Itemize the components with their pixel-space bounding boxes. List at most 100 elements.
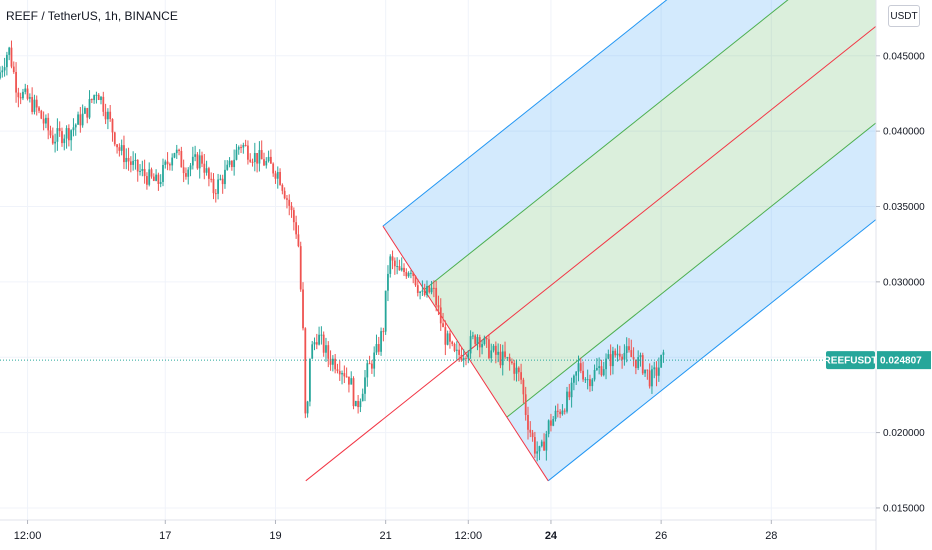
candle-body	[504, 351, 506, 358]
candle-body	[38, 107, 40, 111]
candle-body	[219, 178, 222, 180]
candle-body	[251, 161, 254, 163]
time-axis[interactable]: 12:00 17 19 21 12:00 24 26 28	[0, 519, 876, 542]
candle-body	[637, 357, 640, 369]
candle-body	[584, 379, 587, 381]
candle-body	[540, 441, 543, 447]
candle-body	[579, 363, 582, 371]
candle-body	[469, 336, 472, 354]
candle-body	[600, 366, 603, 376]
candle-body	[33, 99, 36, 112]
candle-body	[322, 334, 325, 353]
candle-body	[545, 433, 548, 451]
candle-body	[492, 345, 495, 351]
candle-body	[141, 168, 144, 171]
candle-body	[453, 343, 456, 351]
candle-body	[393, 260, 396, 267]
candle-body	[233, 159, 236, 168]
candle-body	[235, 149, 238, 160]
candle-body	[63, 138, 66, 144]
candle-body	[58, 128, 61, 132]
candle-body	[97, 94, 100, 101]
candle-body	[61, 131, 63, 144]
candle-body	[446, 333, 449, 345]
candle-body	[162, 164, 164, 182]
candle-body	[299, 246, 302, 290]
candle-body	[648, 370, 651, 387]
candle-body	[331, 358, 334, 365]
candle-body	[93, 95, 96, 101]
candle-body	[474, 335, 477, 344]
candle-body	[329, 358, 332, 365]
pitchfork-zone-outer-upper	[382, 0, 788, 290]
pitchfork-zone-outer-lower	[506, 122, 876, 481]
candle-body	[292, 210, 295, 223]
candle-body	[517, 367, 520, 373]
candle-body	[501, 351, 504, 366]
candle-body	[313, 342, 316, 345]
candle-body	[575, 371, 578, 376]
candle-body	[139, 170, 141, 172]
candle-body	[102, 96, 105, 112]
symbol-tag-bg	[826, 351, 875, 370]
candle-body	[536, 451, 539, 454]
candle-body	[478, 337, 481, 348]
candle-body	[345, 376, 348, 378]
candle-body	[455, 349, 458, 351]
candle-body	[621, 356, 624, 360]
price-axis[interactable]: 0.0450000.0400000.0350000.0300000.025000…	[875, 0, 925, 550]
candle-body	[591, 379, 594, 387]
candle-body	[90, 99, 93, 101]
candle-body	[276, 171, 279, 179]
candle-body	[602, 369, 605, 376]
candle-body	[462, 357, 465, 361]
candle-body	[180, 150, 183, 168]
candle-body	[432, 287, 435, 289]
candle-body	[79, 114, 82, 126]
candle-body	[136, 159, 139, 172]
candle-body	[1, 70, 4, 73]
candle-body	[194, 154, 197, 157]
candle-body	[554, 410, 557, 419]
price-tick-label: 0.035000	[883, 202, 925, 213]
candle-body	[513, 362, 516, 374]
candle-body	[306, 401, 309, 414]
candle-body	[173, 153, 176, 158]
currency-button[interactable]: USDT	[888, 5, 920, 27]
candle-body	[336, 369, 339, 371]
candle-body	[134, 159, 137, 161]
candle-body	[127, 157, 130, 162]
candle-body	[123, 145, 125, 163]
candle-body	[54, 141, 56, 144]
candle-body	[423, 290, 426, 296]
candle-body	[178, 149, 180, 151]
candle-body	[449, 333, 451, 342]
candle-body	[524, 394, 527, 415]
candle-body	[269, 156, 272, 164]
candle-body	[488, 339, 490, 359]
candlestick-series	[0, 40, 665, 462]
pitchfork-line	[547, 219, 877, 482]
candle-body	[494, 345, 497, 355]
candle-body	[485, 337, 488, 340]
candle-body	[471, 335, 474, 337]
candle-body	[205, 168, 208, 173]
candle-body	[630, 350, 633, 358]
candle-body	[357, 400, 360, 408]
candle-body	[476, 337, 479, 344]
candle-body	[265, 161, 268, 166]
time-tick-label: 17	[159, 530, 171, 542]
candle-body	[586, 379, 589, 381]
candle-body	[175, 149, 178, 154]
candle-body	[515, 367, 518, 374]
price-tag-value: 0.024807	[880, 356, 922, 367]
candle-body	[5, 54, 8, 68]
pitchfork-drawing[interactable]	[305, 0, 877, 482]
candle-body	[570, 382, 573, 398]
candle-body	[168, 164, 171, 166]
candle-body	[56, 128, 59, 142]
candle-body	[288, 199, 291, 206]
candle-body	[42, 118, 45, 124]
candle-body	[426, 286, 428, 296]
